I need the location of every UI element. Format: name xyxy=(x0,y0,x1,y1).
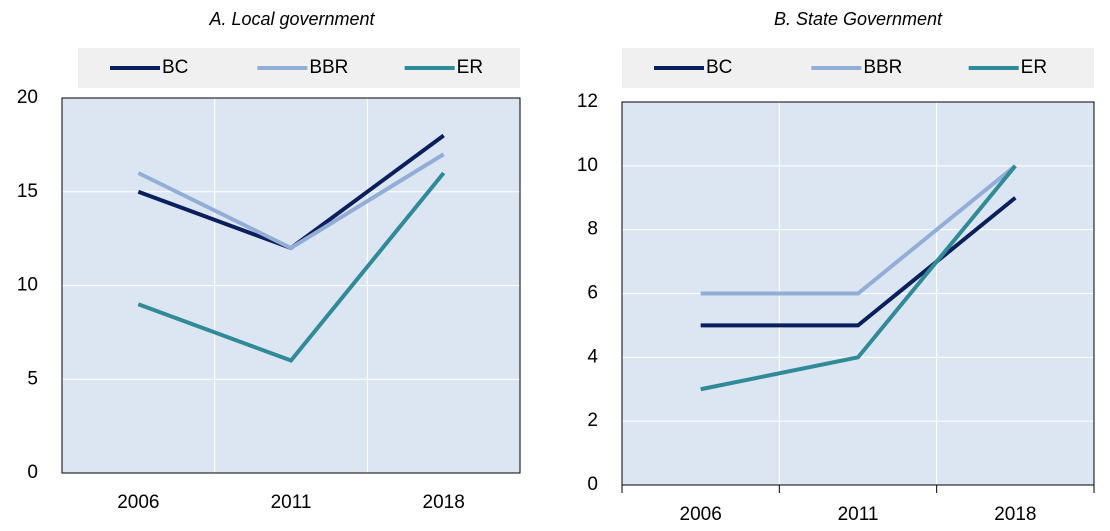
y-tick-label: 6 xyxy=(587,283,598,304)
series-line xyxy=(700,164,1017,392)
y-tick-label: 12 xyxy=(577,91,598,112)
series-line xyxy=(700,164,1017,296)
y-tick-label: 0 xyxy=(27,462,38,483)
legend-label: ER xyxy=(1021,57,1047,78)
y-tick-label: 10 xyxy=(577,155,598,176)
x-tick-label: 2011 xyxy=(838,504,879,525)
plot-border xyxy=(621,101,1095,486)
x-tick-label: 2018 xyxy=(994,504,1036,525)
y-tick-label: 8 xyxy=(587,219,598,240)
x-tick-label: 2011 xyxy=(271,492,312,513)
legend-label: BBR xyxy=(309,57,348,78)
y-tick-label: 15 xyxy=(17,181,38,202)
y-tick-label: 10 xyxy=(17,275,38,296)
y-tick-label: 5 xyxy=(27,368,38,389)
chart-title: B. State Government xyxy=(774,9,943,29)
x-tick-label: 2006 xyxy=(680,504,722,525)
y-tick-label: 20 xyxy=(17,87,38,108)
series-line xyxy=(700,196,1017,328)
series-line xyxy=(137,171,446,363)
plot-border xyxy=(61,97,521,474)
legend-label: ER xyxy=(457,57,483,78)
y-tick-label: 2 xyxy=(587,410,598,431)
x-tick-label: 2006 xyxy=(117,492,159,513)
chart-title: A. Local government xyxy=(208,9,375,29)
legend-label: BC xyxy=(706,57,732,78)
y-tick-label: 0 xyxy=(587,474,598,495)
legend-label: BBR xyxy=(863,57,902,78)
x-tick-label: 2018 xyxy=(423,492,465,513)
series-line xyxy=(137,152,445,251)
legend-label: BC xyxy=(162,57,188,78)
y-tick-label: 4 xyxy=(587,346,598,367)
